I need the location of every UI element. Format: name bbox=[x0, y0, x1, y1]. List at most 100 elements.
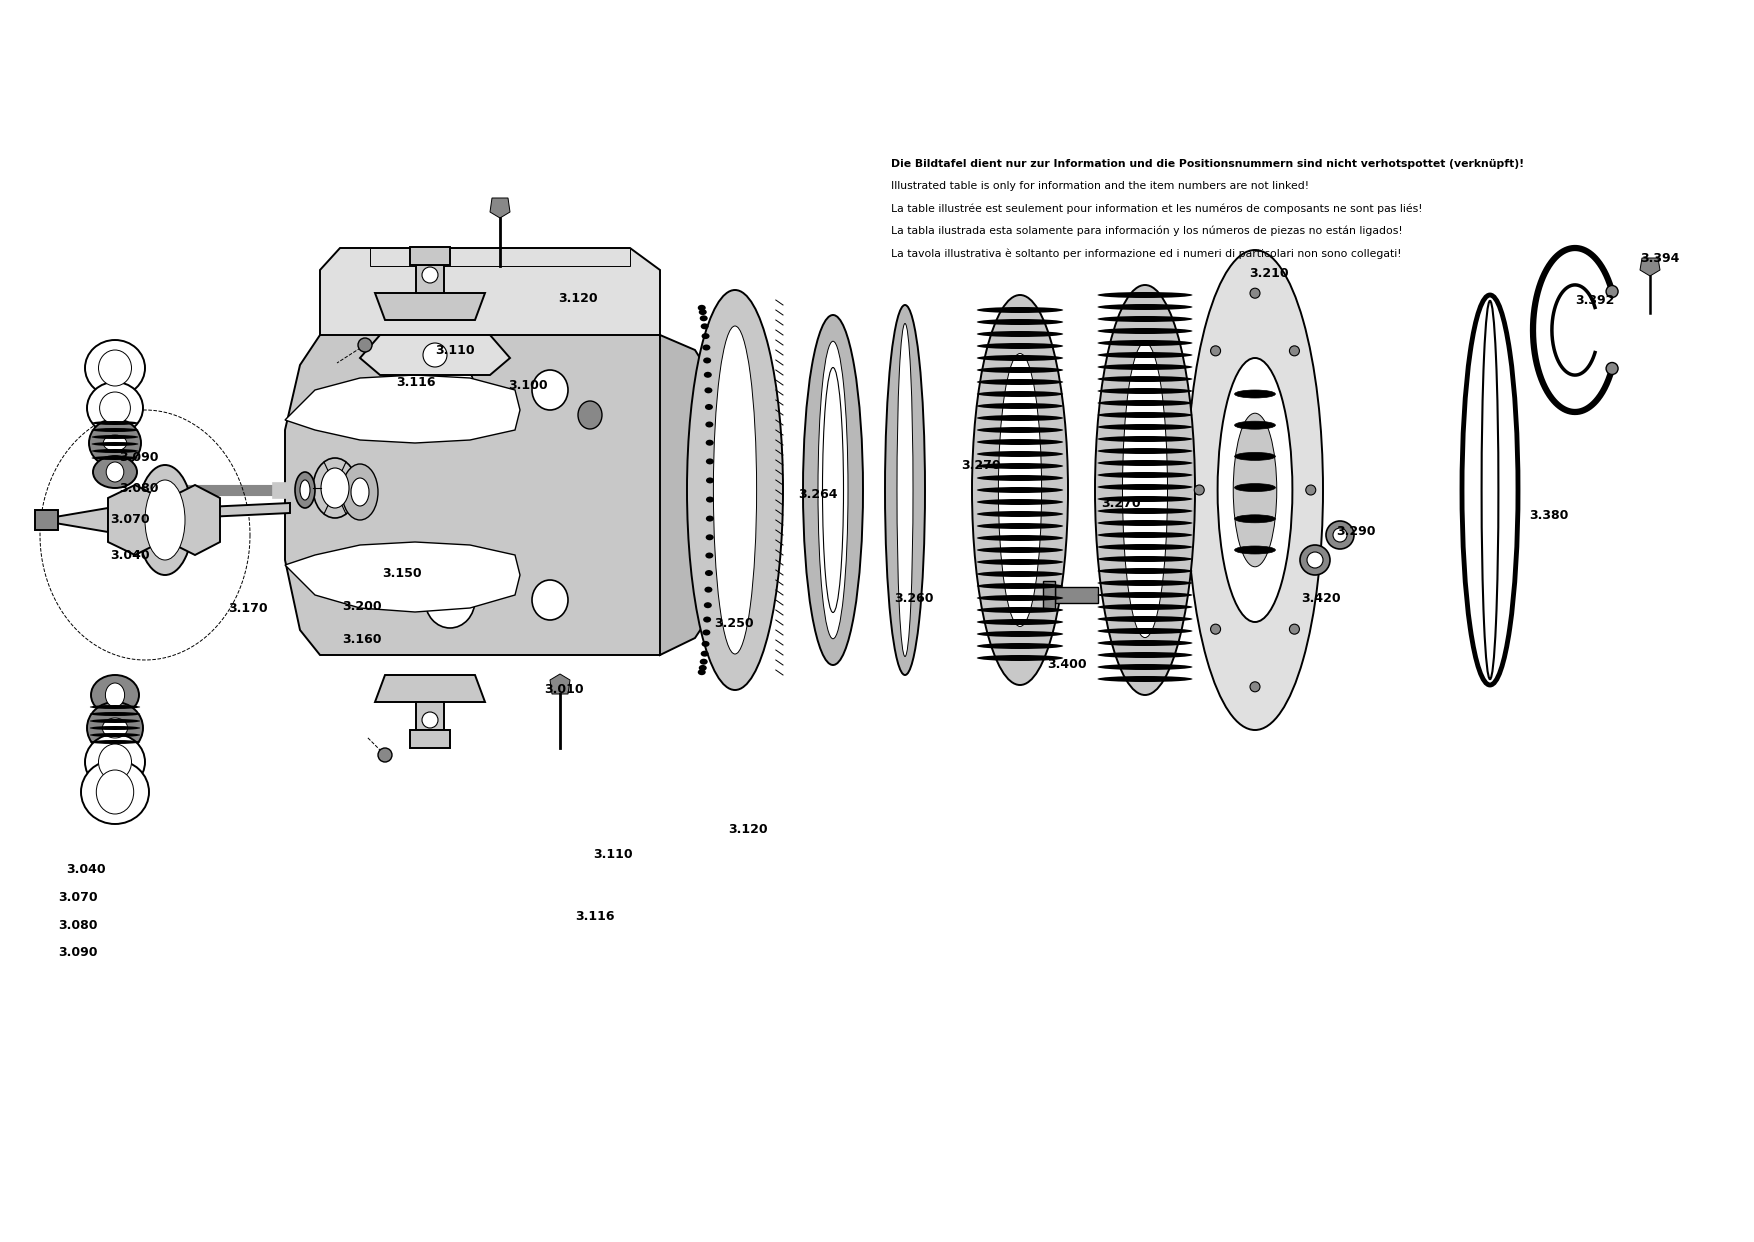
Ellipse shape bbox=[1098, 376, 1193, 383]
Text: La tabla ilustrada esta solamente para información y los números de piezas no es: La tabla ilustrada esta solamente para i… bbox=[891, 226, 1403, 236]
Ellipse shape bbox=[342, 465, 379, 520]
Polygon shape bbox=[284, 375, 519, 443]
Text: La table illustrée est seulement pour information et les numéros de composants n: La table illustrée est seulement pour in… bbox=[891, 204, 1422, 214]
Text: 3.394: 3.394 bbox=[1640, 252, 1679, 265]
Text: 3.090: 3.090 bbox=[119, 451, 160, 463]
Ellipse shape bbox=[1307, 551, 1323, 568]
Ellipse shape bbox=[424, 361, 475, 419]
Polygon shape bbox=[319, 248, 660, 355]
Ellipse shape bbox=[1098, 424, 1193, 430]
Text: 3.010: 3.010 bbox=[544, 683, 584, 696]
Ellipse shape bbox=[1326, 520, 1354, 549]
Text: 3.070: 3.070 bbox=[111, 513, 151, 525]
Ellipse shape bbox=[1251, 682, 1259, 692]
Ellipse shape bbox=[702, 333, 710, 339]
Text: 3.400: 3.400 bbox=[1047, 658, 1087, 671]
Ellipse shape bbox=[977, 379, 1063, 385]
Ellipse shape bbox=[705, 440, 714, 446]
Text: 3.250: 3.250 bbox=[714, 617, 754, 630]
Ellipse shape bbox=[705, 404, 712, 410]
Ellipse shape bbox=[93, 456, 137, 488]
Ellipse shape bbox=[579, 401, 602, 428]
Ellipse shape bbox=[1098, 652, 1193, 658]
Ellipse shape bbox=[91, 442, 139, 446]
Text: 3.110: 3.110 bbox=[593, 848, 633, 861]
Ellipse shape bbox=[702, 641, 710, 647]
Polygon shape bbox=[416, 265, 444, 293]
Text: 3.040: 3.040 bbox=[67, 863, 107, 876]
Ellipse shape bbox=[84, 340, 146, 396]
Ellipse shape bbox=[698, 664, 707, 671]
Polygon shape bbox=[551, 674, 570, 694]
Text: 3.080: 3.080 bbox=[58, 919, 98, 932]
Ellipse shape bbox=[977, 631, 1063, 637]
Polygon shape bbox=[1054, 587, 1098, 604]
Ellipse shape bbox=[705, 553, 714, 559]
Ellipse shape bbox=[698, 304, 705, 310]
Ellipse shape bbox=[1098, 664, 1193, 669]
Text: 3.090: 3.090 bbox=[58, 946, 98, 959]
Ellipse shape bbox=[89, 712, 140, 715]
Circle shape bbox=[423, 712, 438, 728]
Ellipse shape bbox=[1098, 304, 1193, 310]
Text: 3.200: 3.200 bbox=[342, 600, 382, 612]
Text: 3.120: 3.120 bbox=[558, 292, 598, 304]
Ellipse shape bbox=[705, 421, 714, 427]
Ellipse shape bbox=[96, 770, 133, 814]
Ellipse shape bbox=[1233, 414, 1277, 566]
Ellipse shape bbox=[977, 535, 1063, 542]
Ellipse shape bbox=[1094, 284, 1194, 696]
Polygon shape bbox=[284, 542, 519, 612]
Ellipse shape bbox=[91, 674, 139, 715]
Ellipse shape bbox=[700, 323, 709, 329]
Ellipse shape bbox=[300, 479, 310, 501]
Ellipse shape bbox=[707, 477, 714, 483]
Ellipse shape bbox=[89, 727, 140, 730]
Text: 3.150: 3.150 bbox=[382, 568, 423, 580]
Ellipse shape bbox=[102, 718, 128, 738]
Circle shape bbox=[423, 343, 447, 366]
Ellipse shape bbox=[977, 474, 1063, 481]
Text: 3.264: 3.264 bbox=[798, 488, 838, 501]
Ellipse shape bbox=[105, 683, 125, 707]
Ellipse shape bbox=[321, 468, 349, 508]
Text: 3.100: 3.100 bbox=[509, 379, 549, 391]
Ellipse shape bbox=[977, 643, 1063, 650]
Ellipse shape bbox=[424, 573, 475, 628]
Ellipse shape bbox=[977, 559, 1063, 565]
Ellipse shape bbox=[137, 465, 193, 575]
Ellipse shape bbox=[707, 497, 714, 503]
Ellipse shape bbox=[703, 616, 710, 622]
Ellipse shape bbox=[705, 515, 714, 522]
Ellipse shape bbox=[1098, 628, 1193, 633]
Ellipse shape bbox=[1098, 580, 1193, 586]
Ellipse shape bbox=[88, 383, 144, 433]
Ellipse shape bbox=[705, 586, 712, 592]
Circle shape bbox=[1607, 286, 1619, 298]
Ellipse shape bbox=[312, 458, 358, 518]
Ellipse shape bbox=[1098, 292, 1193, 298]
Ellipse shape bbox=[91, 456, 139, 460]
Text: 3.116: 3.116 bbox=[396, 376, 437, 389]
Ellipse shape bbox=[977, 307, 1063, 313]
Text: 3.040: 3.040 bbox=[111, 549, 151, 561]
Ellipse shape bbox=[1098, 568, 1193, 574]
Text: 3.210: 3.210 bbox=[1249, 267, 1289, 279]
Text: La tavola illustrativa è soltanto per informazione ed i numeri di particolari no: La tavola illustrativa è soltanto per in… bbox=[891, 248, 1401, 258]
Polygon shape bbox=[410, 730, 451, 748]
Ellipse shape bbox=[977, 355, 1063, 361]
Ellipse shape bbox=[1305, 484, 1316, 496]
Ellipse shape bbox=[1098, 436, 1193, 442]
Ellipse shape bbox=[977, 571, 1063, 578]
Ellipse shape bbox=[977, 499, 1063, 505]
Ellipse shape bbox=[1235, 390, 1275, 397]
Ellipse shape bbox=[977, 607, 1063, 614]
Ellipse shape bbox=[103, 435, 126, 451]
Ellipse shape bbox=[1300, 545, 1330, 575]
Ellipse shape bbox=[89, 733, 140, 737]
Ellipse shape bbox=[1098, 315, 1193, 322]
Ellipse shape bbox=[700, 658, 707, 664]
Ellipse shape bbox=[1098, 604, 1193, 610]
Text: 3.070: 3.070 bbox=[58, 892, 98, 904]
Ellipse shape bbox=[977, 451, 1063, 457]
